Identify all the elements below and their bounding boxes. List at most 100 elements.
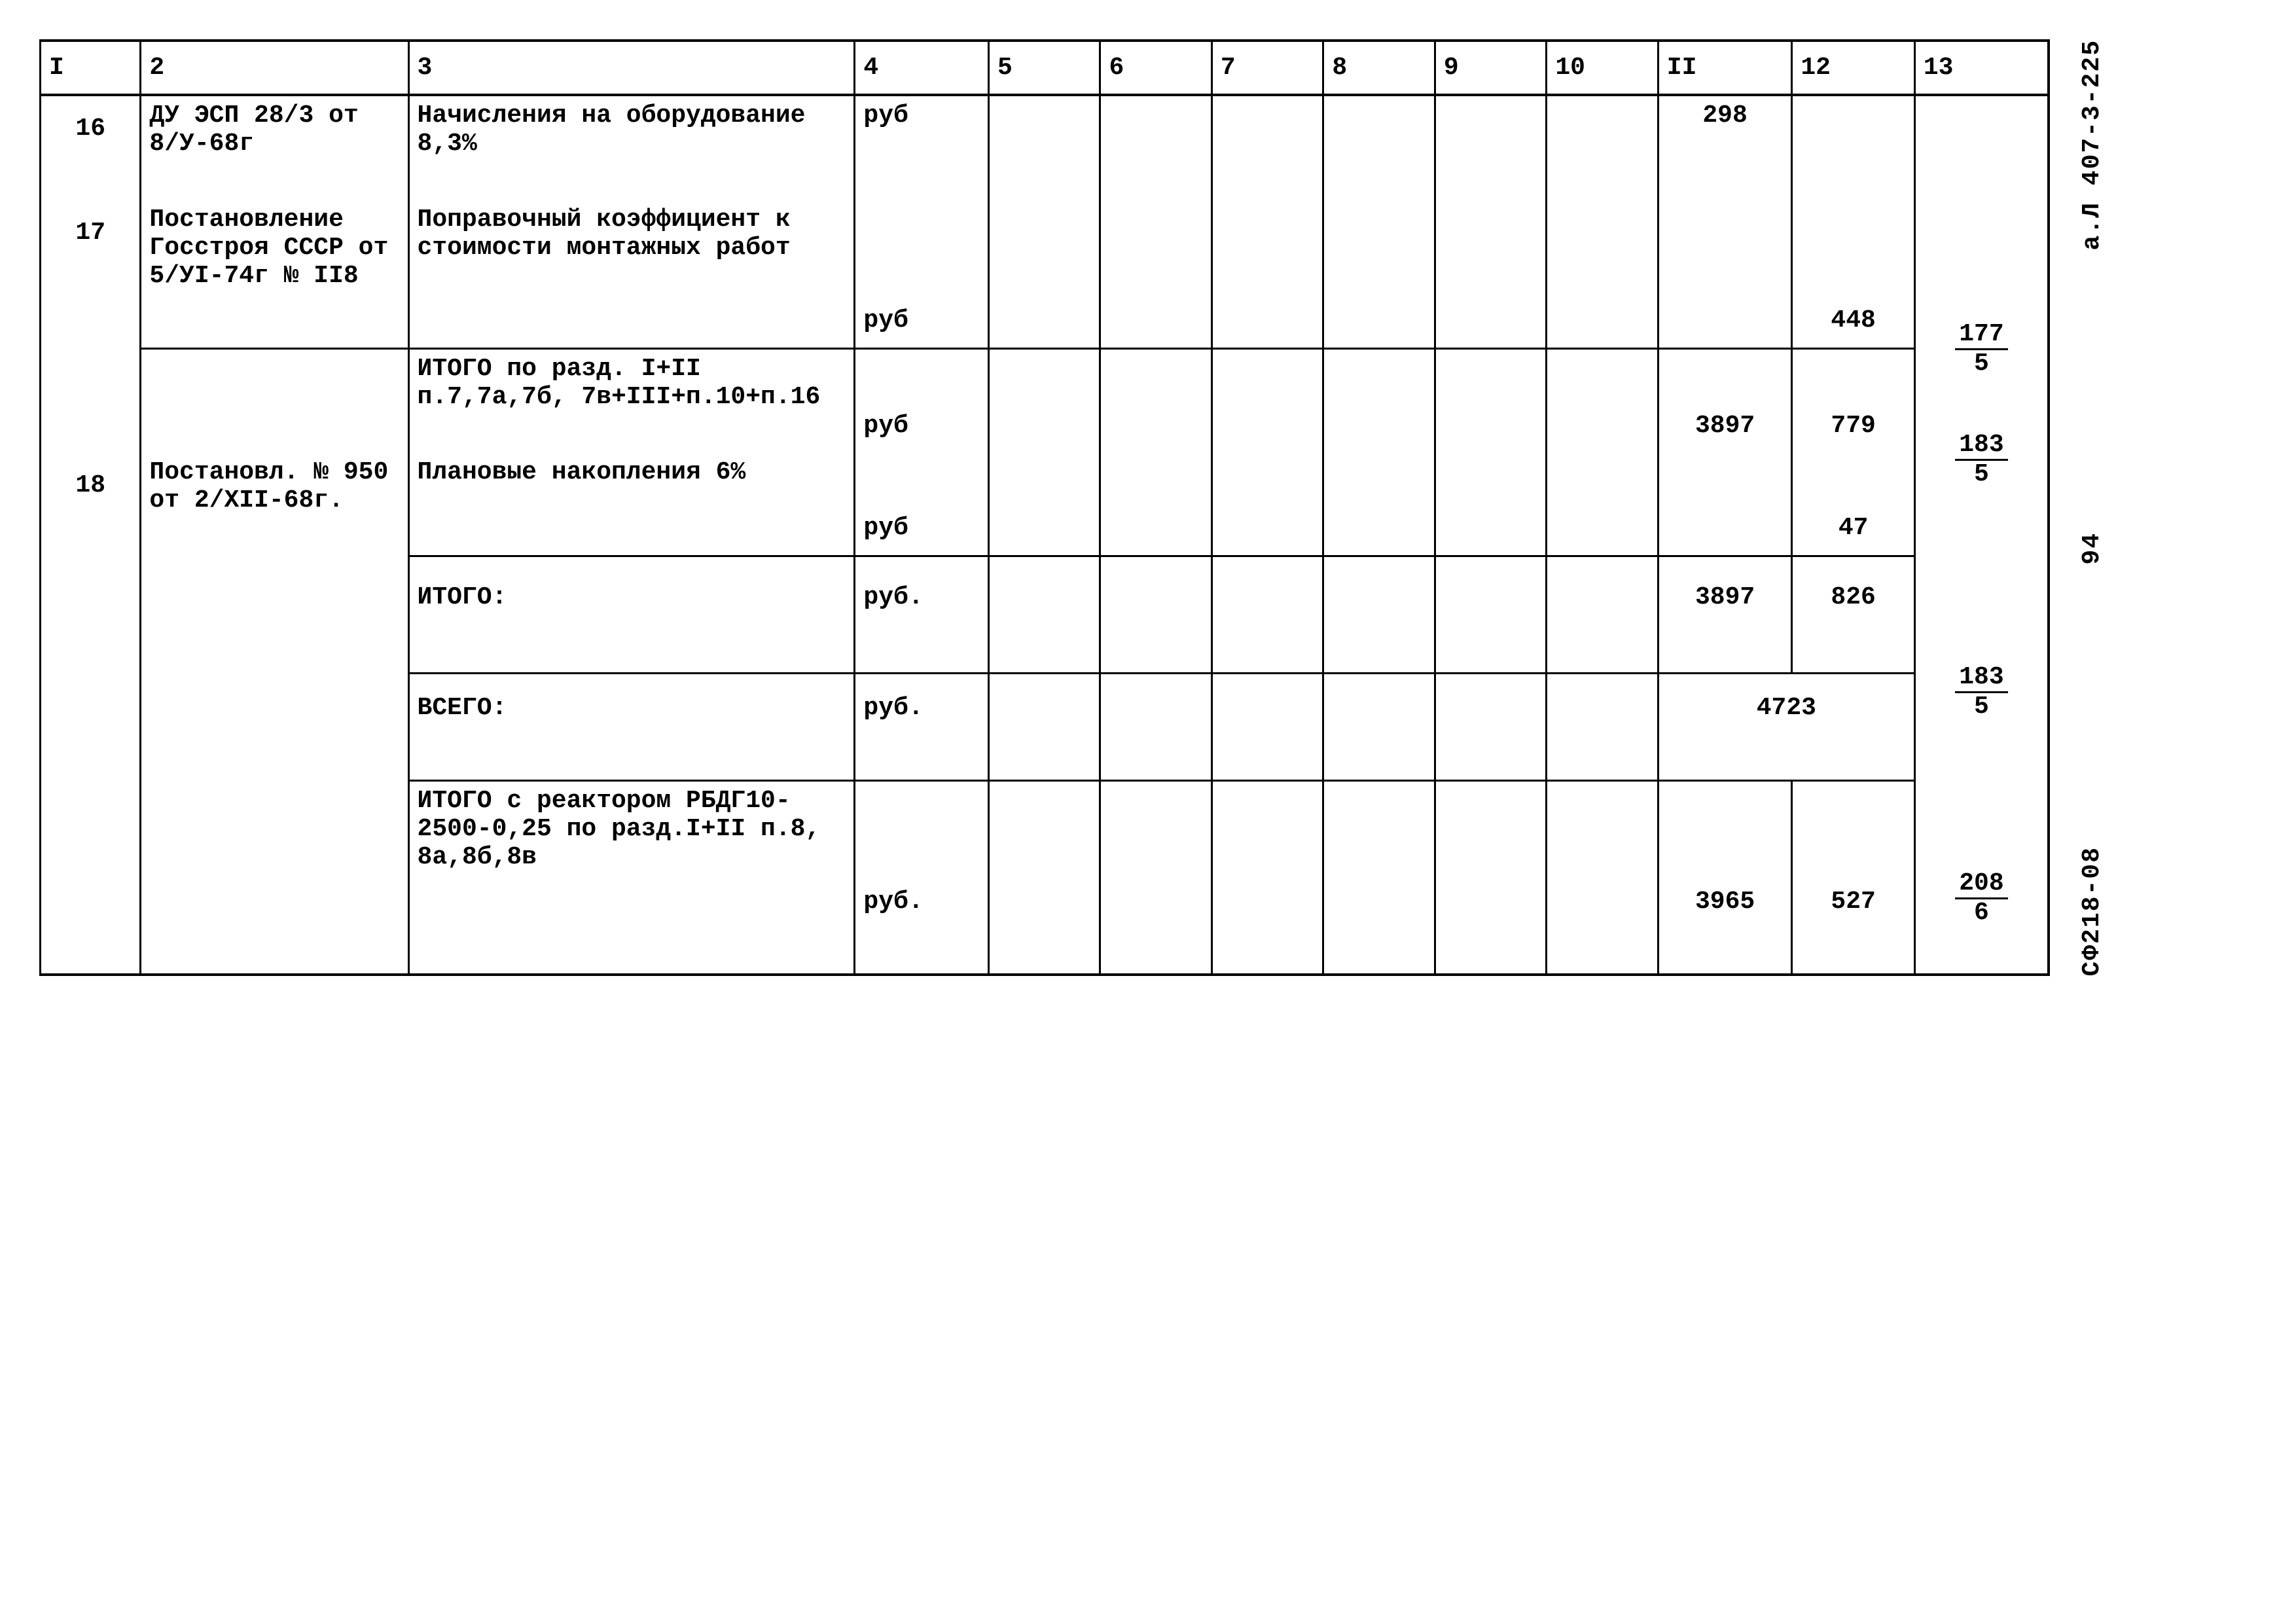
empty-cell <box>1100 95 1211 200</box>
empty-cell <box>141 348 408 453</box>
row-value-11 <box>1658 200 1792 348</box>
empty-cell <box>41 348 141 453</box>
empty-cell <box>1100 674 1211 781</box>
fraction: 2086 <box>1955 870 2007 927</box>
empty-cell <box>1547 556 1658 674</box>
empty-cell <box>988 674 1100 781</box>
empty-cell <box>41 674 141 781</box>
empty-cell <box>1323 200 1435 348</box>
empty-cell <box>1435 929 1546 975</box>
empty-cell <box>1211 95 1323 200</box>
empty-cell <box>1323 95 1435 200</box>
subtotal-description: ИТОГО с реактором РБДГ10-2500-0,25 по ра… <box>408 781 855 929</box>
row-value-12 <box>1792 95 1915 200</box>
row-description: Поправочный коэффициент к стоимости монт… <box>408 200 855 348</box>
col-header-11: II <box>1658 41 1792 95</box>
row-number: 18 <box>41 453 141 556</box>
col-header-10: 10 <box>1547 41 1658 95</box>
empty-cell <box>1435 348 1546 453</box>
row-number: 17 <box>41 200 141 348</box>
empty-cell <box>1547 200 1658 348</box>
row-value-12: 527 <box>1792 781 1915 929</box>
subtotal3-col13: 2086 <box>1916 823 2047 973</box>
row-unit: руб. <box>855 556 989 674</box>
subtotal1-col13: 1835 <box>1916 391 2047 528</box>
col-header-5: 5 <box>988 41 1100 95</box>
empty-cell <box>1211 781 1323 929</box>
row-unit: руб. <box>855 674 989 781</box>
empty-cell <box>1211 674 1323 781</box>
row-value-12: 826 <box>1792 556 1915 674</box>
empty-cell <box>1211 348 1323 453</box>
empty-cell <box>1547 453 1658 556</box>
empty-cell <box>1323 781 1435 929</box>
empty-cell <box>1435 453 1546 556</box>
empty-cell <box>988 200 1100 348</box>
empty-cell <box>1792 929 1915 975</box>
row-unit: руб. <box>855 781 989 929</box>
empty-cell <box>1323 674 1435 781</box>
row-value-11: 3897 <box>1658 348 1792 453</box>
empty-cell <box>1323 929 1435 975</box>
empty-cell <box>1100 929 1211 975</box>
header-row: I 2 3 4 5 6 7 8 9 10 II 12 13 <box>41 41 2049 95</box>
empty-cell <box>1100 348 1211 453</box>
empty-cell <box>1547 348 1658 453</box>
empty-cell <box>1100 556 1211 674</box>
col-header-9: 9 <box>1435 41 1546 95</box>
document-code-top: а.Л 407-3-225 <box>2078 39 2106 250</box>
row-reference: Постановл. № 950 от 2/XII-68г. <box>141 453 408 556</box>
empty-cell <box>1100 200 1211 348</box>
empty-cell <box>1323 453 1435 556</box>
col-header-12: 12 <box>1792 41 1915 95</box>
col-header-6: 6 <box>1100 41 1211 95</box>
table-row: 16 ДУ ЭСП 28/3 от 8/У-68г Начисления на … <box>41 95 2049 200</box>
empty-cell <box>1100 781 1211 929</box>
empty-cell <box>1435 781 1546 929</box>
row-value-11: 3965 <box>1658 781 1792 929</box>
side-labels: а.Л 407-3-225 94 СФ218-08 <box>2050 39 2134 976</box>
empty-cell <box>1211 556 1323 674</box>
row-reference: Постановление Госстроя СССР от 5/УI-74г … <box>141 200 408 348</box>
empty-cell <box>1100 453 1211 556</box>
empty-cell <box>1435 200 1546 348</box>
total-description: ВСЕГО: <box>408 674 855 781</box>
document-page: I 2 3 4 5 6 7 8 9 10 II 12 13 16 ДУ ЭСП … <box>39 39 2134 976</box>
empty-cell <box>41 929 141 975</box>
subtotal-description: ИТОГО: <box>408 556 855 674</box>
row-unit: руб <box>855 200 989 348</box>
fraction: 1775 <box>1955 321 2007 378</box>
empty-cell <box>988 348 1100 453</box>
col-header-4: 4 <box>855 41 989 95</box>
empty-cell <box>141 556 408 674</box>
empty-cell <box>1658 929 1792 975</box>
empty-cell <box>1211 200 1323 348</box>
empty-cell <box>1435 674 1546 781</box>
column-13-container: 1775 1835 1835 2086 <box>1914 95 2049 975</box>
col-header-13: 13 <box>1914 41 2049 95</box>
row17-col13: 1775 <box>1916 234 2047 391</box>
col-header-8: 8 <box>1323 41 1435 95</box>
empty-cell <box>988 929 1100 975</box>
empty-cell <box>1211 453 1323 556</box>
empty-cell <box>141 929 408 975</box>
row-value-11: 298 <box>1658 95 1792 200</box>
empty-cell <box>1547 95 1658 200</box>
page-number: 94 <box>2078 532 2106 565</box>
table-row: 17 Постановление Госстроя СССР от 5/УI-7… <box>41 200 2049 348</box>
empty-cell <box>988 556 1100 674</box>
row-value-11: 3897 <box>1658 556 1792 674</box>
subtotal-row: ИТОГО: руб. 3897 826 <box>41 556 2049 674</box>
empty-cell <box>1547 674 1658 781</box>
table-row: 18 Постановл. № 950 от 2/XII-68г. Планов… <box>41 453 2049 556</box>
empty-cell <box>1435 556 1546 674</box>
subtotal-row: ИТОГО по разд. I+II п.7,7а,7б, 7в+III+п.… <box>41 348 2049 453</box>
empty-cell <box>988 95 1100 200</box>
empty-cell <box>1547 781 1658 929</box>
col-header-3: 3 <box>408 41 855 95</box>
col-header-1: I <box>41 41 141 95</box>
row-reference: ДУ ЭСП 28/3 от 8/У-68г <box>141 95 408 200</box>
row-unit: руб <box>855 348 989 453</box>
subtotal-row: ИТОГО с реактором РБДГ10-2500-0,25 по ра… <box>41 781 2049 929</box>
row-unit: руб <box>855 453 989 556</box>
